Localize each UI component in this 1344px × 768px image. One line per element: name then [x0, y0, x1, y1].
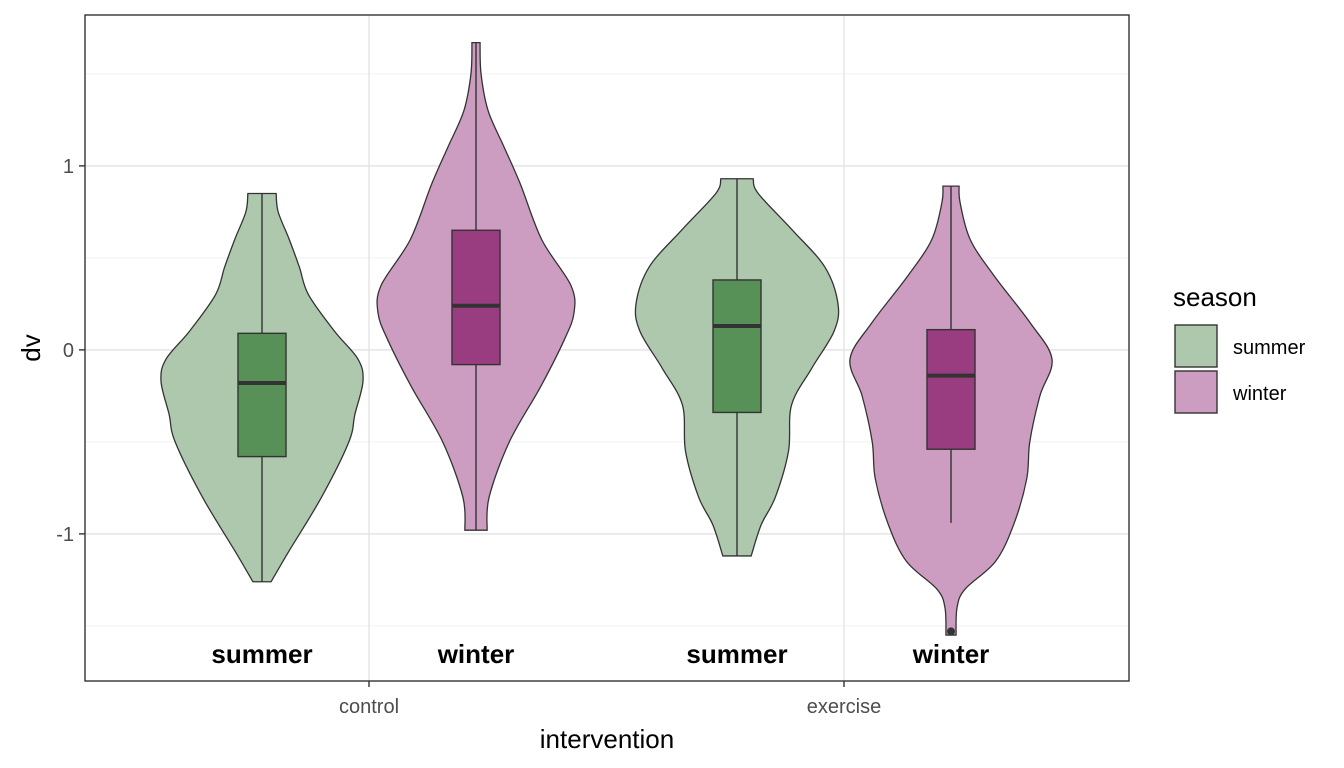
- legend-label-winter: winter: [1232, 383, 1287, 405]
- y-tick-label: 0: [63, 340, 74, 362]
- boxplots: [237, 42, 976, 636]
- box-exercise-winter: [926, 328, 976, 450]
- y-tick-label: 1: [63, 156, 74, 178]
- panel-border: [84, 14, 1130, 682]
- group-label-exercise-winter: winter: [912, 639, 990, 669]
- group-labels: summer winter summer winter: [211, 639, 989, 669]
- group-label-exercise-summer: summer: [686, 639, 787, 669]
- legend-entries: summer winter: [1174, 324, 1306, 414]
- axes: -1 0 1 control exercise: [56, 156, 881, 718]
- box-exercise-summer: [712, 279, 762, 414]
- x-tick-label: control: [339, 696, 399, 718]
- group-label-control-summer: summer: [211, 639, 312, 669]
- legend-key-winter: [1174, 370, 1218, 414]
- y-tick-label: -1: [56, 524, 74, 546]
- legend-title: season: [1173, 282, 1257, 312]
- legend-label-summer: summer: [1233, 337, 1306, 359]
- box-control-summer: [237, 332, 287, 458]
- outlier-point: [947, 627, 955, 636]
- box-control-winter: [451, 229, 501, 366]
- y-axis-title: dv: [16, 334, 46, 361]
- x-tick-label: exercise: [807, 696, 881, 718]
- legend: season summer winter: [1173, 282, 1306, 414]
- x-axis-title: intervention: [540, 724, 674, 754]
- legend-key-summer: [1174, 324, 1218, 368]
- group-label-control-winter: winter: [437, 639, 515, 669]
